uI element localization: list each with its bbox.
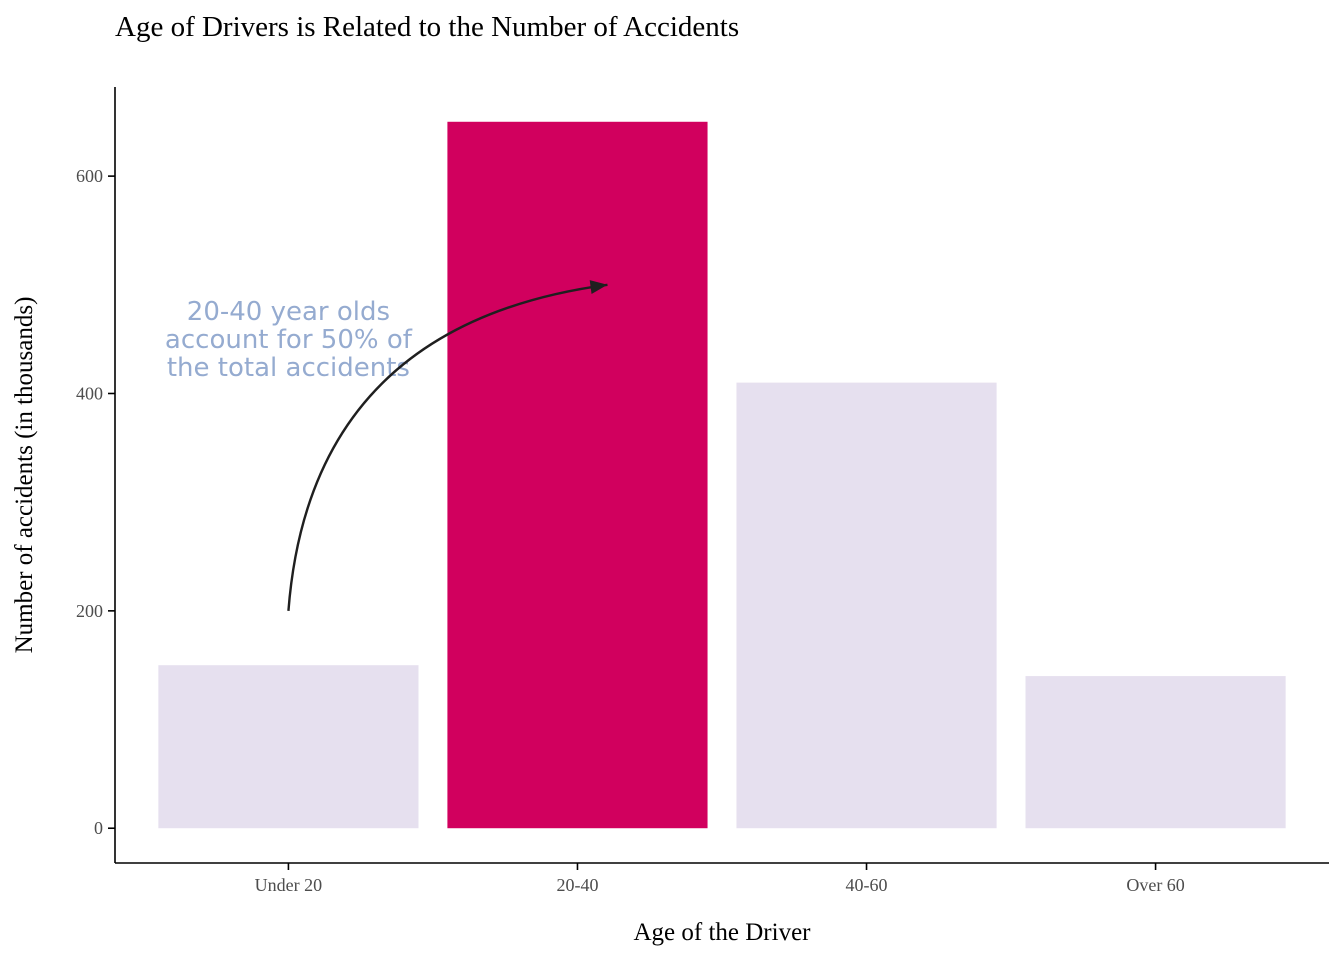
annotation-layer: 20-40 year olds account for 50% of the tot… [165, 280, 608, 611]
x-tick-label: 40-60 [846, 875, 888, 895]
y-axis-ticks: 0 200 400 600 [76, 166, 115, 838]
y-tick-label: 0 [94, 818, 103, 838]
annotation-line: 20-40 year olds [187, 297, 390, 327]
y-tick-label: 600 [76, 166, 103, 186]
y-tick-label: 400 [76, 383, 103, 403]
y-axis-title: Number of accidents (in thousands) [11, 297, 38, 654]
annotation-arrowhead [589, 280, 608, 295]
chart-title: Age of Drivers is Related to the Number … [115, 11, 739, 43]
x-tick-label: Over 60 [1126, 875, 1184, 895]
bar-20-40 [447, 121, 708, 829]
bar-under-20 [158, 665, 419, 829]
annotation-line: account for 50% of [165, 325, 413, 355]
bar-over-60 [1025, 676, 1286, 829]
plot-area: 20-40 year olds account for 50% of the tot… [76, 87, 1329, 895]
y-tick-label: 200 [76, 601, 103, 621]
annotation-arrow [287, 283, 608, 611]
x-tick-label: 20-40 [556, 875, 598, 895]
x-axis-ticks: Under 20 20-40 40-60 Over 60 [255, 863, 1185, 895]
x-axis-title: Age of the Driver [633, 919, 811, 946]
annotation-text: 20-40 year olds account for 50% of the tot… [165, 297, 413, 383]
bar-40-60 [736, 382, 997, 829]
bars-layer [158, 121, 1286, 829]
axes-layer: 0 200 400 600 Under 20 20-40 40-60 Over 60 [76, 87, 1329, 895]
annotation-line: the total accidents [167, 353, 410, 383]
x-tick-label: Under 20 [255, 875, 322, 895]
